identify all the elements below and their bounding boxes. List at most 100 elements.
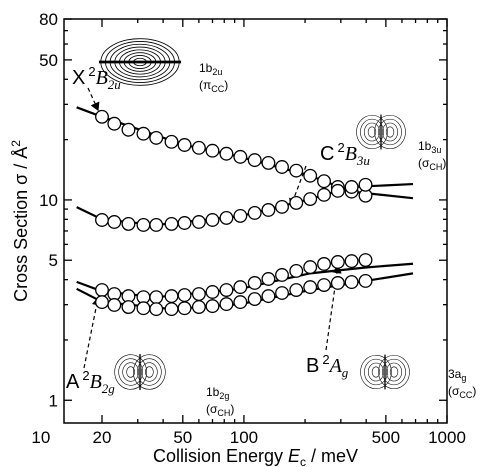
data-point	[191, 300, 206, 314]
orbital-type: (σCC)	[448, 384, 476, 400]
data-point	[164, 289, 179, 304]
x-tick-label: 1000	[428, 428, 466, 447]
orbital-name: 1b3u	[418, 139, 441, 155]
symbol: B	[345, 143, 357, 165]
multiplicity: 2	[337, 140, 344, 155]
symbol: A	[328, 355, 343, 377]
data-point	[303, 192, 318, 207]
x-label-text: Collision Energy	[153, 446, 288, 466]
orbital-image	[355, 113, 407, 151]
x-label-unit: / meV	[306, 446, 358, 466]
orbital-sub: 3u	[431, 145, 441, 155]
x-tick-label: 10	[31, 428, 50, 447]
orbital-type-sub: CH	[429, 162, 442, 172]
orbital-type: (σCH)	[206, 402, 234, 418]
y-axis-label: Cross Section σ / Å2	[9, 140, 31, 302]
x-label-symbol: E	[288, 446, 301, 466]
orbital: 1b	[206, 385, 220, 399]
data-point	[330, 255, 345, 269]
data-point	[344, 254, 359, 269]
data-point	[191, 287, 206, 301]
y-tick-label: 1	[49, 391, 58, 410]
x-tick-label: 500	[372, 428, 400, 447]
data-point	[233, 208, 248, 223]
orbital-type-text: (σ	[418, 156, 430, 170]
data-point	[247, 292, 262, 307]
orbital-type-sub: CH	[217, 408, 230, 418]
orbital: 1b	[418, 139, 432, 153]
data-point	[330, 183, 345, 198]
orbital-type: (πCC)	[199, 78, 228, 94]
orbital-type-text: (σ	[206, 402, 218, 416]
data-point	[205, 299, 220, 314]
orbital-type-text: (π	[199, 78, 211, 92]
orbital-name: 1b2u	[199, 61, 222, 77]
data-point	[344, 275, 359, 290]
orbital-image	[113, 353, 167, 391]
data-point	[121, 300, 136, 314]
y-tick-label: 50	[39, 51, 58, 70]
data-point	[136, 126, 151, 141]
data-point	[247, 205, 262, 220]
y-label-text: Cross Section σ / Å	[11, 147, 31, 302]
x-label-subscript: c	[300, 455, 306, 467]
symmetry: 2g	[102, 381, 116, 396]
orbital-type-text: (σ	[448, 384, 460, 398]
data-point	[177, 301, 192, 316]
data-point	[289, 163, 304, 178]
symmetry: g	[342, 365, 349, 380]
data-point	[219, 210, 234, 225]
data-point	[149, 290, 164, 305]
orbital-sub: 2u	[212, 67, 222, 77]
data-point	[177, 216, 192, 230]
multiplicity: 2	[82, 368, 89, 383]
x-tick-label: 20	[93, 428, 112, 447]
y-tick-label: 10	[39, 191, 58, 210]
orbital: 3a	[448, 367, 462, 381]
orbital-type-close: )	[224, 78, 228, 92]
state-label: B 2Ag	[306, 352, 349, 380]
orbital-type: (σCH)	[418, 156, 446, 172]
data-point	[233, 280, 248, 295]
data-point	[205, 213, 220, 227]
symmetry: 2u	[108, 77, 122, 92]
data-point	[261, 155, 276, 170]
data-point	[330, 276, 345, 290]
data-point	[247, 153, 262, 168]
data-point	[95, 213, 109, 227]
data-point	[107, 298, 122, 312]
state-label: A 2B2g	[66, 368, 115, 396]
state-label: X 2B2u	[72, 64, 121, 92]
data-point	[289, 283, 304, 297]
orbital-sub: 2g	[219, 391, 229, 401]
data-point	[219, 283, 234, 297]
data-point	[107, 215, 122, 229]
state: X	[72, 67, 85, 89]
data-point	[317, 174, 331, 189]
orbital-type-close: )	[230, 402, 234, 416]
data-point	[107, 116, 122, 131]
data-point	[275, 199, 289, 214]
arrow	[83, 296, 102, 369]
data-point	[136, 301, 151, 316]
orbital: 1b	[199, 61, 213, 75]
state: A	[66, 371, 80, 393]
data-point	[191, 215, 206, 229]
symmetry: 3u	[356, 153, 371, 168]
y-label-superscript: 2	[9, 140, 23, 147]
orbital-type-close: )	[472, 384, 476, 398]
data-point	[177, 138, 192, 152]
data-point	[205, 285, 220, 299]
data-point	[191, 140, 206, 155]
data-point	[164, 216, 179, 231]
data-point	[358, 274, 373, 288]
data-point	[164, 302, 179, 317]
state: C	[320, 143, 334, 165]
orbital-name: 3ag	[448, 367, 466, 383]
data-point	[121, 216, 136, 231]
x-axis-label: Collision Energy Ec / meV	[153, 446, 358, 467]
data-point	[95, 295, 109, 310]
data-point	[317, 257, 331, 271]
